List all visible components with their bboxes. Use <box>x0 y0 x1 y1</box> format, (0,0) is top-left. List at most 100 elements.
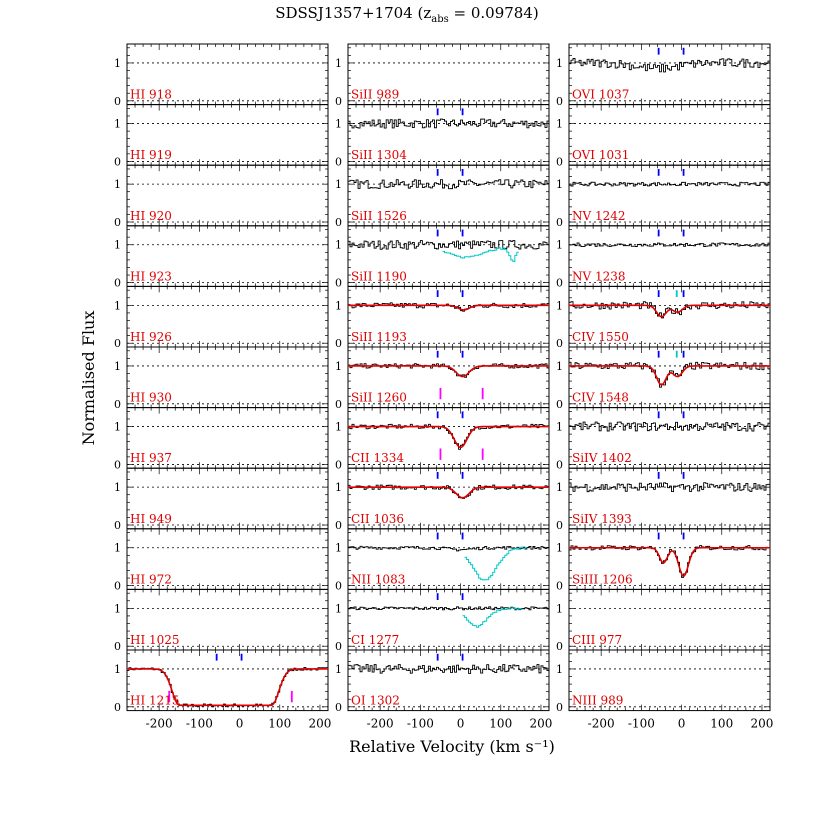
y-tick-label: 1 <box>114 178 121 191</box>
ion-label: HI 1215 <box>130 694 180 708</box>
chart-title-subscript: abs <box>431 14 449 25</box>
ion-label: SiIV 1402 <box>572 451 632 465</box>
x-tick-label: 200 <box>309 717 332 731</box>
chart-title-main: SDSSJ1357+1704 (z <box>275 4 431 22</box>
spectrum-panel: 0 1 SiII 989 <box>335 43 550 108</box>
spectrum-data <box>569 58 770 73</box>
ion-label: HI 923 <box>130 269 172 283</box>
y-tick-label: 0 <box>335 458 342 471</box>
y-tick-label: 1 <box>114 239 121 252</box>
spectrum-panel: 0 1 HI 919 <box>114 104 329 168</box>
y-tick-label: 1 <box>556 602 563 615</box>
y-tick-label: 1 <box>335 57 342 70</box>
model-fit <box>569 304 770 318</box>
spectrum-panel: 0 1 NV 1238 <box>556 225 771 290</box>
y-tick-label: 0 <box>556 458 563 471</box>
x-tick-label: 200 <box>751 717 774 731</box>
spectrum-panel: 0 1 HI 926 <box>114 285 329 350</box>
y-tick-label: 0 <box>335 640 342 653</box>
ion-label: HI 918 <box>130 88 172 102</box>
ion-label: SiIV 1393 <box>572 512 632 526</box>
y-tick-label: 0 <box>556 277 563 290</box>
y-tick-label: 1 <box>335 542 342 555</box>
ion-label: HI 949 <box>130 512 172 526</box>
chart-title-tail: = 0.09784) <box>449 4 539 22</box>
spectrum-data <box>348 118 549 129</box>
y-tick-label: 1 <box>556 542 563 555</box>
ion-label: SiII 1193 <box>351 330 407 344</box>
model-fit <box>348 486 549 499</box>
ion-label: OI 1302 <box>351 694 400 708</box>
spectrum-panel: 0 1 SiIV 1402 <box>556 407 771 471</box>
model-fit <box>348 304 549 311</box>
y-tick-label: 1 <box>335 481 342 494</box>
y-tick-label: 1 <box>114 602 121 615</box>
spectrum-panel: 0 1 HI 923 <box>114 225 329 290</box>
ion-label: HI 926 <box>130 330 172 344</box>
panel-grid: 0 1 HI 918 0 1 HI 919 0 1 HI 920 0 1 HI 923 0 1 HI 926… <box>114 43 774 731</box>
model-fit <box>569 365 770 386</box>
y-tick-label: 1 <box>556 299 563 312</box>
ion-label: SiII 1190 <box>351 269 407 283</box>
panel-frame <box>347 649 550 712</box>
panel-frame <box>568 649 771 712</box>
y-tick-label: 1 <box>556 178 563 191</box>
spectrum-panel: 0 1 NII 1083 <box>335 528 550 593</box>
ion-label: SiII 1304 <box>351 148 407 162</box>
blend-segment <box>462 607 523 628</box>
spectrum-panel: 0 1 HI 918 <box>114 43 329 108</box>
y-tick-label: 1 <box>335 118 342 131</box>
y-tick-label: 1 <box>556 360 563 373</box>
x-tick-label: 0 <box>236 717 244 731</box>
y-tick-label: 0 <box>556 155 563 168</box>
y-tick-label: 0 <box>556 337 563 350</box>
y-tick-label: 1 <box>335 299 342 312</box>
spectrum-panel: 0 1 SiIV 1393 <box>556 467 771 532</box>
panel-frame <box>126 649 329 712</box>
spectrum-panel: 0 1 CI 1277 <box>335 588 550 653</box>
y-tick-label: 0 <box>335 277 342 290</box>
y-tick-label: 0 <box>335 580 342 593</box>
ion-label: OVI 1031 <box>572 148 629 162</box>
spectrum-panel: 0 1 SiIII 1206 <box>556 528 771 593</box>
spectrum-panel: 0 1 OI 1302 <box>335 649 550 714</box>
y-tick-label: 0 <box>114 701 121 714</box>
x-tick-label: 0 <box>678 717 686 731</box>
svg-text:SDSSJ1357+1704 (zabs = 0.09784: SDSSJ1357+1704 (zabs = 0.09784) <box>275 4 539 25</box>
spectrum-data <box>348 240 549 250</box>
y-tick-label: 1 <box>114 663 121 676</box>
spectrum-data <box>569 301 770 319</box>
chart-title: SDSSJ1357+1704 (zabs = 0.09784) <box>275 4 539 25</box>
ion-label: HI 919 <box>130 148 172 162</box>
y-tick-label: 0 <box>114 216 121 229</box>
y-tick-label: 0 <box>556 95 563 108</box>
y-tick-label: 0 <box>114 640 121 653</box>
spectrum-panel: 0 1 HI 920 <box>114 164 329 229</box>
spectrum-data <box>569 421 770 432</box>
x-axis-label: Relative Velocity (km s⁻¹) <box>349 737 555 756</box>
y-tick-label: 0 <box>556 519 563 532</box>
x-tick-label: 100 <box>710 717 733 731</box>
x-tick-label: -100 <box>186 717 213 731</box>
spectrum-panel: 0 1 SiII 1190 <box>335 225 550 290</box>
ion-label: CI 1277 <box>351 633 399 647</box>
y-tick-label: 1 <box>114 421 121 434</box>
ion-label: NV 1238 <box>572 269 626 283</box>
y-tick-label: 1 <box>335 360 342 373</box>
model-fit <box>348 425 549 449</box>
y-tick-label: 0 <box>114 155 121 168</box>
ion-label: CII 1036 <box>351 512 404 526</box>
blend-segment <box>442 247 519 262</box>
ion-label: HI 1025 <box>130 633 180 647</box>
x-tick-label: -100 <box>407 717 434 731</box>
ion-label: CIII 977 <box>572 633 622 647</box>
panel-column: 0 1 OVI 1037 0 1 OVI 1031 0 1 NV 1242 0 1 NV 1238 0 1… <box>556 43 774 731</box>
y-tick-label: 0 <box>556 398 563 411</box>
ion-label: SiII 989 <box>351 88 399 102</box>
y-tick-label: 1 <box>114 481 121 494</box>
spectrum-panel: 0 1 OVI 1037 <box>556 43 771 108</box>
y-tick-label: 0 <box>114 337 121 350</box>
ion-label: NIII 989 <box>572 694 623 708</box>
y-tick-label: 0 <box>335 155 342 168</box>
